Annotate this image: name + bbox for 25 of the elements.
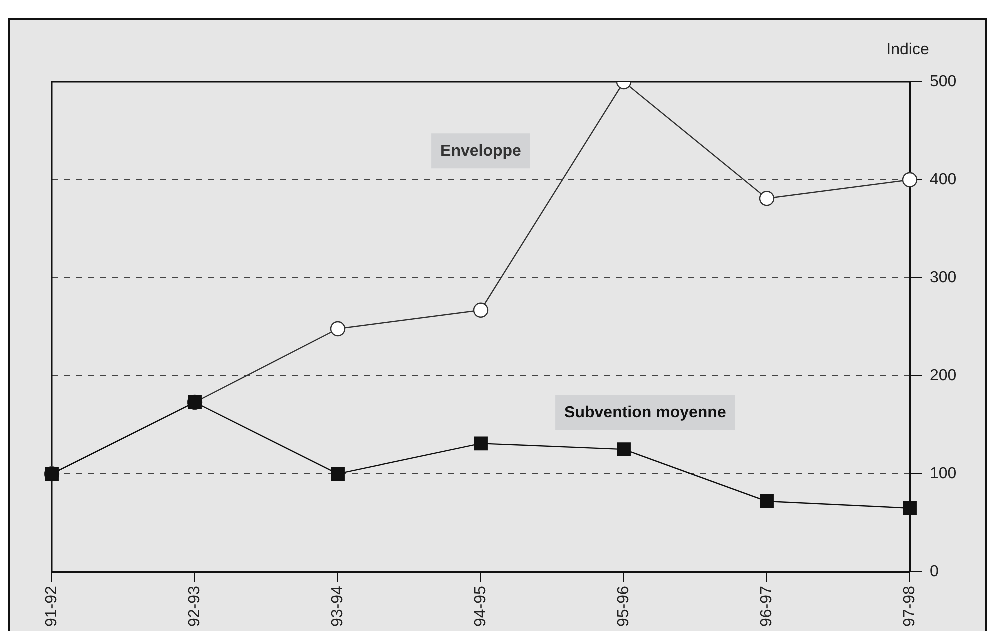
y-tick-label: 0 [930,563,939,580]
point [759,191,775,206]
y-tick-label: 500 [930,73,957,90]
x-tick-label: 91-92 [43,586,60,627]
x-tick-label: 96-97 [758,586,776,627]
x-tick-label: 92-93 [186,586,204,627]
point [473,302,489,318]
y-tick-label: 200 [930,367,957,384]
point [760,494,774,508]
y-axis-title: Indice [886,41,930,58]
point [331,467,345,482]
x-tick-label: 94-95 [472,586,490,627]
x-tick-label: 93-94 [329,586,346,627]
point [330,321,346,337]
y-tick-label: 100 [930,465,957,482]
series-label: Subvention moyenne [564,404,726,422]
y-tick-label: 300 [930,269,957,286]
point [474,436,488,451]
x-tick-label: 95-96 [615,586,632,627]
point [617,442,631,457]
x-tick-label: 97-98 [901,586,918,627]
text: Enveloppe [440,143,522,160]
point [902,172,918,188]
point [903,501,917,516]
y-tick-label: 400 [930,171,957,188]
